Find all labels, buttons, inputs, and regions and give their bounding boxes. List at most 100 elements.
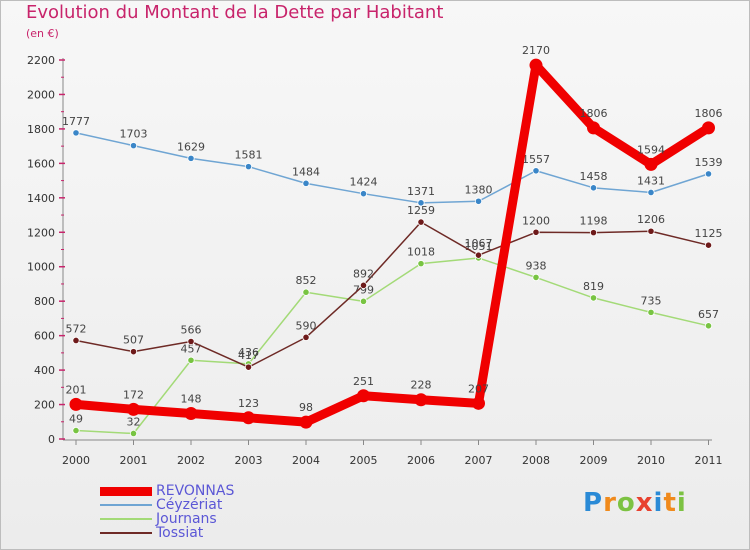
data-label: 1259 [407,204,435,217]
data-point [414,393,428,407]
data-point [647,188,655,197]
data-point [472,396,485,410]
series-line [71,60,713,427]
data-point [532,228,540,236]
data-label: 1581 [235,149,263,162]
y-tick-label: 0 [48,433,55,446]
data-label: 1380 [465,183,493,196]
data-point [647,227,655,235]
data-label: 1777 [62,115,90,128]
data-point [647,308,655,316]
data-point [589,229,598,237]
data-point [417,199,425,207]
data-label: 938 [526,259,547,272]
x-tick-label: 2000 [62,454,90,467]
data-label: 1458 [580,170,608,183]
data-label: 1594 [637,143,665,156]
data-label: 572 [66,322,87,335]
data-point [359,297,368,305]
data-point [704,170,713,178]
data-point [244,163,253,171]
x-tick-label: 2004 [292,454,320,467]
series-line [75,132,710,204]
logo-letter: o [616,488,636,518]
data-label: 1703 [120,128,148,141]
data-point [72,336,80,345]
x-tick-label: 2003 [235,454,263,467]
data-label: 172 [123,388,144,401]
chart-subtitle: (en €) [26,27,59,40]
legend-swatch [100,504,152,506]
logo-letter: i [653,488,664,518]
data-label: 1539 [695,156,723,169]
series-line [75,221,710,368]
data-label: 49 [69,413,83,426]
data-label: 148 [181,393,202,406]
data-point [187,356,195,364]
data-point [187,337,195,346]
data-label: 590 [296,319,317,332]
y-tick-label: 2200 [27,54,55,67]
legend-swatch [100,518,152,520]
logo-letter: t [663,488,677,518]
data-label: 32 [127,415,141,428]
data-point [474,251,483,259]
chart-title: Evolution du Montant de la Dette par Hab… [26,2,444,23]
y-tick-label: 2000 [27,88,55,101]
data-point [589,184,598,192]
data-point [417,260,425,268]
x-tick-label: 2010 [637,454,665,467]
data-label: 1067 [465,237,493,250]
y-tick-label: 400 [34,364,55,377]
data-point [72,129,80,137]
data-point [644,157,658,171]
y-tick-label: 600 [34,330,55,343]
data-point [532,167,540,175]
y-tick-label: 1400 [27,192,55,205]
y-tick-label: 1000 [27,261,55,274]
y-tick-label: 1800 [27,123,55,136]
data-label: 566 [181,323,202,336]
data-label: 852 [296,274,317,287]
data-label: 892 [353,267,374,280]
data-label: 98 [299,401,313,414]
data-label: 507 [123,334,144,347]
data-label: 207 [468,382,489,395]
data-point [129,142,138,150]
data-label: 1051 [465,240,493,253]
data-point [129,348,138,356]
data-label: 1484 [292,165,320,178]
data-point [302,288,310,296]
data-point [244,363,253,371]
data-point [702,121,715,135]
data-point [302,179,310,187]
data-label: 1629 [177,140,205,153]
data-label: 1018 [407,246,435,259]
data-label: 2170 [522,44,550,57]
series-c-yz-riat: 1777 1703 1629 1581 1484 1424 1371 1380 1557 1458… [62,115,723,207]
logo-letter: i [676,488,687,518]
y-tick-label: 1200 [27,226,55,239]
logo-letter: x [635,488,654,518]
x-tick-label: 2009 [580,454,608,467]
data-point [359,190,368,198]
data-point [129,429,138,438]
data-point [69,397,83,411]
x-tick-label: 2008 [522,454,550,467]
data-label: 1806 [695,107,723,120]
data-label: 1424 [350,176,378,189]
legend-swatch [100,532,152,534]
data-label: 799 [353,283,374,296]
data-point [532,273,540,282]
data-label: 1371 [407,185,435,198]
data-label: 735 [641,294,662,307]
legend-label: Journans [156,511,217,527]
data-label: 123 [238,397,259,410]
data-label: 228 [411,379,432,392]
data-point [357,389,370,403]
logo-letter: r [603,488,617,518]
x-tick-label: 2007 [465,454,493,467]
data-label: 417 [238,349,259,362]
data-label: 1557 [522,153,550,166]
data-label: 1806 [580,107,608,120]
